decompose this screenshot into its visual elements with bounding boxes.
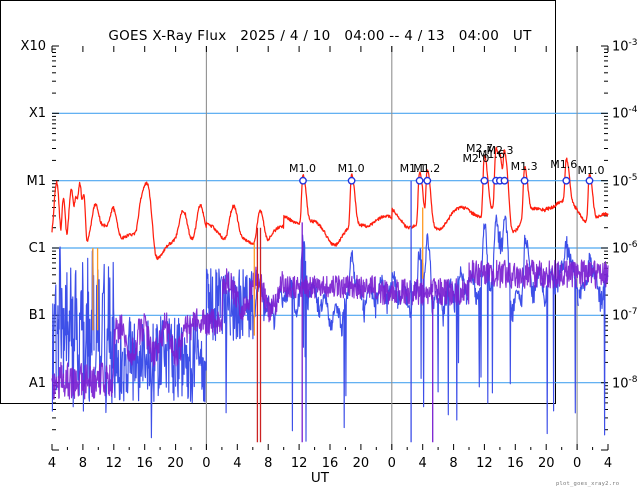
x-axis-label-5: 0: [202, 456, 211, 471]
x-axis-label-15: 16: [507, 456, 524, 471]
y-axis-right-label-1e-6: 10-6: [612, 240, 638, 257]
chart-title: GOES X-Ray Flux 2025 / 4 / 10 04:00 -- 4…: [108, 28, 532, 44]
y-axis-left-label-m1: M1: [26, 173, 47, 189]
flare-label-M2-7-5: M2.7: [466, 141, 493, 155]
y-axis-left-label-a1: A1: [28, 375, 46, 391]
y-axis-right-label-1e-3: 10-3: [612, 38, 638, 55]
x-axis-label-6: 4: [233, 456, 242, 471]
watermark-text: plot_goes_xray2.ro: [556, 481, 620, 487]
x-axis-label-18: 4: [603, 456, 613, 471]
flare-label-M1-0-0: M1.0: [288, 161, 316, 175]
x-axis-label-1: 8: [78, 456, 88, 471]
x-axis-label-11: 0: [387, 456, 396, 471]
plot-area: [0, 0, 556, 404]
x-axis-label-16: 20: [537, 456, 555, 471]
x-axis-label-8: 12: [290, 456, 308, 471]
flare-label-M1-0-10: M1.0: [577, 163, 605, 177]
y-axis-right-label-1e-8: 10-8: [612, 374, 638, 391]
flare-label-M2-0-4: M2.0: [462, 151, 490, 165]
y-axis-right-label-1e-5: 10-5: [612, 172, 638, 189]
flare-label-M1-0-1: M1.0: [337, 161, 365, 175]
flare-label-M1-1-2: M1.1: [399, 161, 427, 175]
y-axis-left-label-b1: B1: [28, 308, 46, 324]
y-axis-right-label-1e-4: 10-4: [612, 105, 638, 122]
x-axis-label-9: 16: [321, 456, 339, 471]
flare-label-M1-6-9: M1.6: [550, 157, 578, 171]
x-axis-label-3: 16: [136, 456, 153, 471]
flare-label-M2-3-7: M2.3: [486, 143, 514, 157]
y-axis-left-label-x1: X1: [28, 106, 46, 122]
x-axis-label-7: 8: [264, 456, 273, 471]
x-axis-label-12: 4: [418, 456, 427, 471]
x-axis-title: UT: [310, 470, 330, 486]
x-axis-label-13: 8: [449, 456, 458, 471]
x-axis-label-14: 12: [476, 456, 493, 471]
x-axis-label-0: 4: [47, 456, 57, 471]
flare-label-M1-2-3: M1.2: [413, 161, 441, 175]
y-axis-left-label-x10: X10: [20, 39, 46, 54]
flare-label-M1-6-6: M1.6: [477, 147, 505, 161]
x-axis-label-4: 20: [167, 456, 184, 471]
flare-label-M1-3-8: M1.3: [510, 159, 538, 173]
x-axis-label-17: 0: [572, 456, 582, 471]
y-axis-left-label-c1: C1: [28, 241, 46, 256]
x-axis-label-10: 20: [352, 456, 370, 471]
y-axis-right-label-1e-7: 10-7: [612, 307, 638, 324]
x-axis-label-2: 12: [105, 456, 123, 471]
